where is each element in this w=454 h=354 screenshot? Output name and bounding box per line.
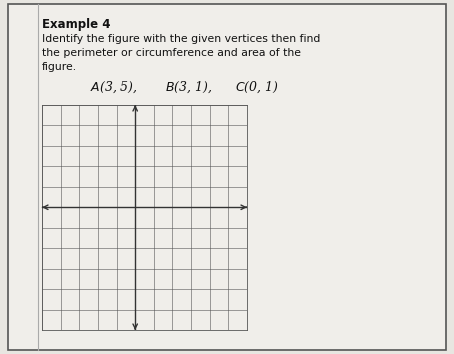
Text: figure.: figure. (42, 62, 77, 72)
Text: $\it{A}$(3, 5),: $\it{A}$(3, 5), (90, 80, 138, 96)
Text: Identify the figure with the given vertices then find: Identify the figure with the given verti… (42, 34, 321, 44)
Text: $\it{B}$(3, 1),: $\it{B}$(3, 1), (165, 80, 212, 96)
Text: Example 4: Example 4 (42, 18, 110, 31)
Text: the perimeter or circumference and area of the: the perimeter or circumference and area … (42, 48, 301, 58)
Text: $\it{C}$(0, 1): $\it{C}$(0, 1) (235, 80, 279, 96)
FancyBboxPatch shape (8, 4, 446, 350)
